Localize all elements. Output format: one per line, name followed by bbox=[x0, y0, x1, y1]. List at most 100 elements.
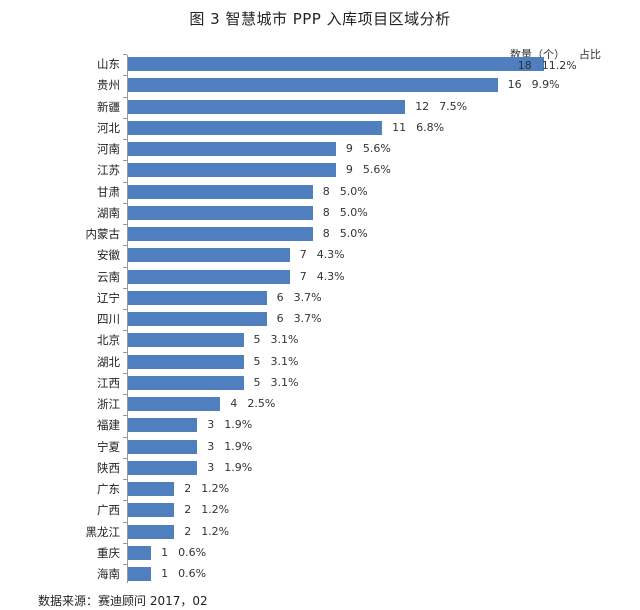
count-value: 2 bbox=[184, 524, 192, 538]
bar bbox=[128, 439, 198, 454]
category-label: 内蒙古 bbox=[85, 227, 121, 241]
share-value: 1.2% bbox=[201, 482, 230, 495]
y-axis-line bbox=[127, 55, 128, 583]
category-label: 广东 bbox=[97, 482, 120, 496]
count-value: 6 bbox=[276, 312, 284, 325]
share-value: 5.0% bbox=[339, 205, 368, 219]
count-value: 8 bbox=[322, 205, 330, 219]
bar-row: 北京 5 3.1% bbox=[0, 330, 640, 350]
bar bbox=[128, 545, 152, 560]
count-value: 16 bbox=[507, 78, 522, 92]
share-value: 4.3% bbox=[316, 248, 345, 262]
value-label: 16 9.9% bbox=[508, 78, 560, 91]
bar bbox=[128, 205, 313, 220]
share-value: 5.6% bbox=[362, 142, 391, 155]
count-value: 2 bbox=[184, 482, 192, 495]
bar bbox=[128, 503, 175, 518]
share-value: 3.7% bbox=[293, 290, 322, 304]
count-value: 2 bbox=[184, 503, 192, 517]
count-value: 3 bbox=[207, 418, 215, 432]
bar-row: 四川 6 3.7% bbox=[0, 309, 640, 329]
count-value: 3 bbox=[207, 439, 215, 453]
axis-tick bbox=[123, 415, 127, 417]
count-value: 5 bbox=[253, 333, 261, 347]
axis-tick bbox=[123, 245, 127, 247]
share-value: 0.6% bbox=[178, 545, 207, 559]
share-value: 5.0% bbox=[339, 227, 368, 240]
category-label: 河北 bbox=[97, 120, 120, 135]
share-value: 1.2% bbox=[201, 524, 230, 538]
count-value: 12 bbox=[415, 99, 430, 113]
category-label: 黑龙江 bbox=[85, 524, 121, 539]
axis-tick bbox=[123, 75, 127, 77]
bar-row: 云南 7 4.3% bbox=[0, 267, 640, 287]
count-value: 11 bbox=[392, 120, 407, 134]
share-value: 11.2% bbox=[541, 59, 577, 72]
bar bbox=[128, 184, 313, 199]
bar-row: 黑龙江 2 1.2% bbox=[0, 522, 640, 542]
bar bbox=[128, 482, 175, 496]
value-label: 5 3.1% bbox=[254, 376, 299, 389]
bar-row: 甘肃 8 5.0% bbox=[0, 182, 640, 202]
category-label: 重庆 bbox=[97, 545, 120, 560]
share-value: 5.6% bbox=[362, 163, 391, 177]
bar-row: 新疆 12 7.5% bbox=[0, 97, 640, 117]
category-label: 福建 bbox=[97, 418, 120, 433]
bar bbox=[128, 163, 336, 178]
bar bbox=[128, 418, 198, 433]
bar-row: 宁夏 3 1.9% bbox=[0, 437, 640, 457]
axis-tick bbox=[123, 394, 127, 395]
axis-tick bbox=[123, 287, 127, 289]
value-label: 5 3.1% bbox=[254, 333, 299, 346]
value-label: 3 1.9% bbox=[207, 440, 252, 453]
value-label: 8 5.0% bbox=[323, 185, 368, 198]
share-value: 3.1% bbox=[270, 354, 299, 368]
bar-row: 湖南 8 5.0% bbox=[0, 203, 640, 223]
bar-row: 江西 5 3.1% bbox=[0, 373, 640, 393]
count-value: 4 bbox=[230, 397, 238, 410]
count-value: 9 bbox=[345, 163, 353, 177]
share-value: 1.2% bbox=[201, 503, 230, 517]
bar bbox=[128, 460, 198, 475]
share-value: 1.9% bbox=[224, 460, 253, 474]
count-value: 7 bbox=[299, 269, 307, 283]
value-label: 8 5.0% bbox=[323, 227, 368, 240]
value-label: 2 1.2% bbox=[184, 482, 229, 495]
bar bbox=[128, 99, 406, 114]
bar-row: 湖北 5 3.1% bbox=[0, 352, 640, 372]
value-label: 8 5.0% bbox=[323, 206, 368, 219]
category-label: 浙江 bbox=[97, 397, 120, 411]
category-label: 安徽 bbox=[97, 248, 120, 263]
bar bbox=[128, 142, 336, 156]
share-value: 7.5% bbox=[439, 99, 468, 113]
axis-tick bbox=[123, 457, 127, 459]
count-value: 9 bbox=[345, 142, 353, 155]
value-label: 9 5.6% bbox=[346, 163, 391, 176]
count-value: 5 bbox=[253, 375, 261, 389]
value-label: 12 7.5% bbox=[415, 100, 467, 113]
value-label: 6 3.7% bbox=[277, 312, 322, 325]
value-label: 9 5.6% bbox=[346, 142, 391, 155]
category-label: 江西 bbox=[97, 375, 120, 390]
share-value: 1.9% bbox=[224, 418, 253, 432]
category-label: 湖北 bbox=[97, 354, 120, 369]
category-label: 河南 bbox=[97, 142, 120, 156]
axis-tick bbox=[123, 224, 127, 225]
axis-tick bbox=[123, 181, 127, 183]
axis-tick bbox=[123, 139, 127, 140]
category-label: 宁夏 bbox=[97, 439, 120, 454]
value-label: 4 2.5% bbox=[230, 397, 275, 410]
axis-tick bbox=[123, 266, 127, 268]
bar-row: 安徽 7 4.3% bbox=[0, 245, 640, 265]
axis-tick bbox=[123, 542, 127, 544]
count-value: 8 bbox=[322, 184, 330, 198]
axis-tick bbox=[123, 479, 127, 480]
bar-row: 广西 2 1.2% bbox=[0, 500, 640, 520]
bar-row: 浙江 4 2.5% bbox=[0, 394, 640, 414]
bar-row: 广东 2 1.2% bbox=[0, 479, 640, 499]
share-value: 2.5% bbox=[247, 397, 276, 410]
share-value: 0.6% bbox=[178, 567, 207, 580]
value-label: 1 0.6% bbox=[161, 567, 206, 580]
value-label: 2 1.2% bbox=[184, 503, 229, 516]
share-value: 9.9% bbox=[531, 78, 560, 92]
